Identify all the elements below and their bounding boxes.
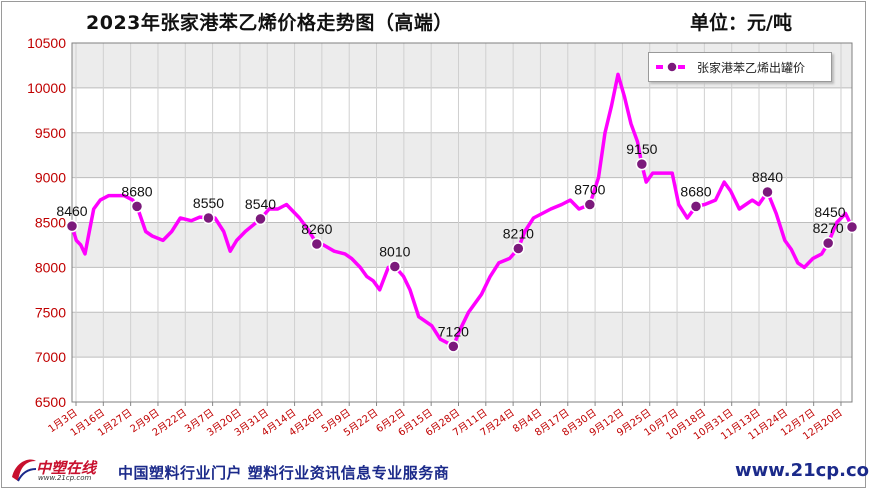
data-label: 8680 — [680, 183, 711, 199]
data-labels: 8460 8680 8550 8540 8260 8010 7120 8210 8700 9150… — [56, 141, 845, 339]
y-tick-label: 8000 — [35, 259, 66, 275]
grid-band — [72, 132, 852, 178]
chart-title: 2023年张家港苯乙烯价格走势图（高端） — [86, 12, 453, 34]
data-marker — [130, 200, 144, 213]
data-label: 8700 — [574, 182, 605, 198]
data-label: 8270 — [813, 220, 844, 236]
data-label: 8540 — [245, 196, 276, 212]
footer-url[interactable]: www.21cp.com — [735, 460, 869, 481]
site-logo[interactable]: 中塑在线 www.21cp.com — [8, 455, 108, 485]
grid-band — [72, 87, 852, 133]
data-label: 8460 — [56, 203, 87, 219]
data-marker — [254, 212, 267, 226]
y-tick-labels: 6500 7000 7500 8000 8500 9000 9500 10000 10500 — [27, 35, 66, 410]
y-tick-label: 10000 — [27, 80, 66, 96]
legend-label: 张家港苯乙烯出罐价 — [697, 61, 806, 75]
y-tick-label: 6500 — [35, 394, 66, 410]
data-label: 8450 — [814, 204, 845, 220]
unit-label: 单位：元/吨 — [690, 12, 792, 34]
data-label: 8260 — [301, 221, 332, 237]
legend: 张家港苯乙烯出罐价 — [648, 52, 832, 82]
x-tick-labels: 1月3日1月16日1月27日2月9日2月22日3月7日3月20日3月31日4月1… — [46, 407, 845, 443]
logo-sub: www.21cp.com — [38, 474, 92, 482]
data-marker — [761, 185, 774, 199]
grid-band — [72, 267, 852, 313]
data-marker — [821, 236, 835, 250]
data-label: 8550 — [193, 195, 224, 211]
data-label: 7120 — [438, 323, 469, 339]
grid-band — [72, 357, 852, 402]
data-marker — [65, 219, 79, 233]
y-tick-label: 7500 — [35, 304, 66, 320]
grid-band — [72, 222, 852, 268]
data-label: 8210 — [503, 226, 534, 242]
data-label: 8840 — [752, 169, 783, 185]
y-tick-label: 8500 — [35, 215, 66, 231]
data-marker — [388, 260, 402, 273]
data-label: 8680 — [121, 183, 152, 199]
data-label: 8010 — [379, 243, 410, 259]
data-marker — [512, 242, 525, 255]
data-marker — [635, 157, 649, 171]
data-marker — [447, 340, 460, 353]
grid-band — [72, 312, 852, 358]
data-marker — [845, 220, 859, 234]
data-label: 9150 — [626, 141, 657, 157]
logo-text: 中塑在线 — [36, 459, 97, 477]
legend-line-marker — [656, 61, 689, 73]
y-tick-label: 7000 — [35, 349, 66, 365]
y-tick-label: 9000 — [35, 170, 66, 186]
logo-icon — [12, 459, 37, 482]
data-markers — [65, 157, 859, 353]
data-marker — [310, 237, 324, 251]
footer: 中塑在线 www.21cp.com 中国塑料行业门户 塑料行业资讯信息专业服务商… — [0, 449, 869, 491]
grid-bands — [72, 43, 852, 402]
data-marker — [583, 198, 597, 211]
data-marker — [689, 200, 703, 213]
y-tick-label: 10500 — [27, 35, 66, 51]
y-tick-label: 9500 — [35, 125, 66, 141]
footer-tagline: 中国塑料行业门户 塑料行业资讯信息专业服务商 — [118, 464, 450, 482]
data-marker — [202, 211, 215, 225]
